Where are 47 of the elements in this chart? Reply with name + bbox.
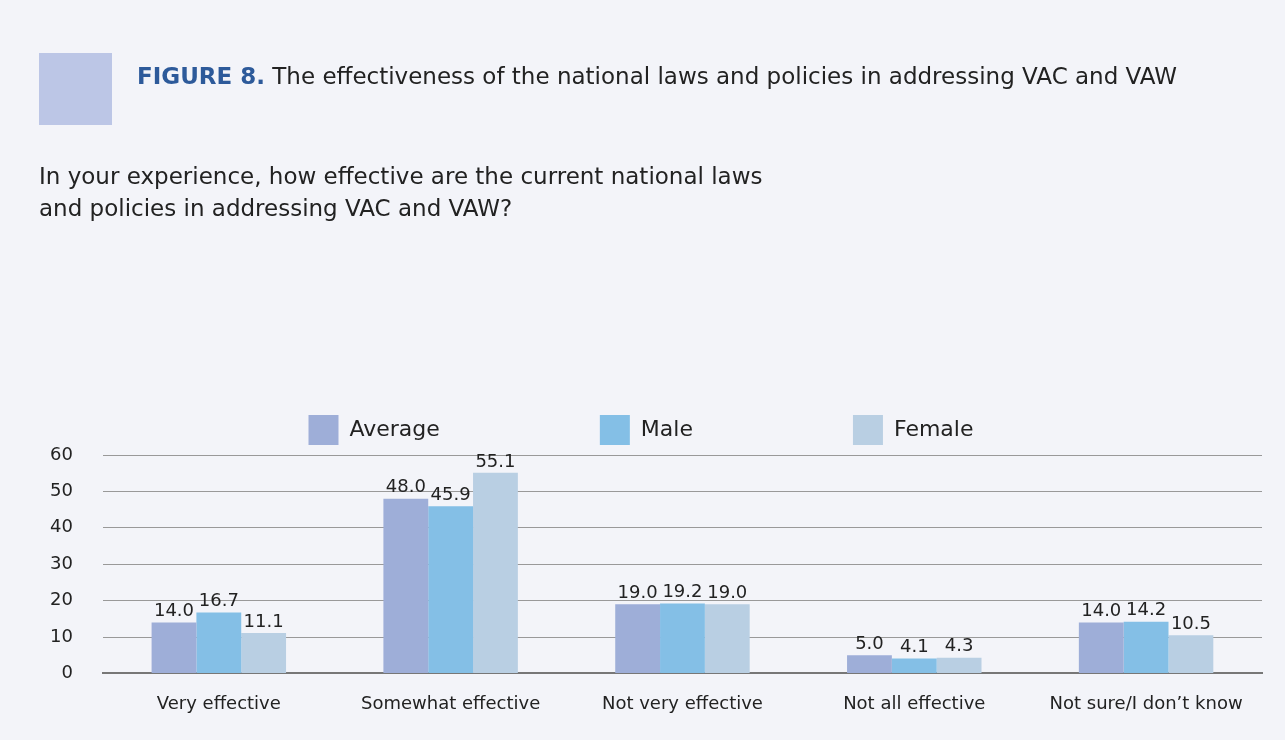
data-label: 45.9: [430, 483, 471, 504]
bar: [891, 658, 937, 673]
bar: [151, 622, 197, 673]
data-label: 5.0: [855, 631, 884, 653]
bar: [704, 604, 750, 673]
bar: [196, 612, 242, 673]
x-tick-label: Not all effective: [843, 691, 986, 713]
x-tick-label: Not very effective: [601, 691, 763, 713]
x-tick-label: Somewhat effective: [361, 691, 541, 713]
chart-subtitle: In your experience, how effective are the current national laws and policies in addressing VAC and VAW?: [39, 162, 763, 223]
y-tick-label: 40: [50, 515, 73, 537]
y-tick-label: 10: [50, 624, 73, 646]
y-tick-label: 20: [50, 588, 73, 610]
data-label: 11.1: [243, 609, 284, 631]
data-label: 55.1: [475, 449, 516, 471]
bar: [936, 657, 982, 673]
data-label: 14.0: [153, 599, 195, 621]
y-tick-label: 50: [50, 479, 73, 501]
data-label: 19.0: [617, 580, 658, 602]
bar: [615, 604, 661, 673]
x-tick-label: Very effective: [156, 691, 281, 713]
legend-label: Average: [349, 415, 440, 441]
bar: [473, 472, 518, 673]
y-tick-label: 30: [50, 551, 73, 573]
data-label: 48.0: [385, 475, 426, 497]
bar: [383, 498, 429, 673]
data-label: 10.5: [1170, 611, 1211, 633]
bar: [1123, 621, 1169, 673]
bar: [660, 603, 705, 673]
data-label: 19.0: [707, 580, 748, 602]
bar: [1168, 635, 1214, 673]
data-label: 19.2: [662, 580, 703, 602]
data-label: 14.2: [1126, 598, 1167, 620]
x-tick-label: Not sure/I don’t know: [1049, 691, 1243, 713]
bar: [428, 506, 474, 673]
data-label: 4.3: [944, 634, 974, 656]
data-label: 16.7: [198, 589, 239, 611]
legend-label: Male: [640, 415, 693, 441]
y-tick-label: 60: [50, 442, 73, 464]
y-tick-label: 0: [61, 661, 73, 683]
bar: [241, 633, 287, 673]
chart-title: FIGURE 8. The effectiveness of the national laws and policies in addressing VAC and VAW: [137, 63, 1178, 89]
data-label: 4.1: [899, 635, 929, 657]
bar: [1078, 622, 1124, 673]
legend-label: Female: [893, 415, 974, 441]
bar: [847, 655, 892, 673]
data-label: 14.0: [1081, 599, 1122, 621]
